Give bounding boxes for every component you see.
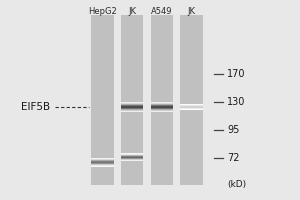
Bar (151, 102, 173, 103)
Text: 95: 95 (227, 125, 240, 135)
Bar (151, 104, 173, 105)
Bar (121, 109, 143, 110)
Bar (91, 15, 114, 185)
Bar (91, 158, 114, 159)
Bar (91, 166, 114, 167)
Bar (91, 165, 114, 166)
Bar (151, 103, 173, 104)
Bar (151, 107, 173, 108)
Bar (121, 15, 143, 185)
Text: JK: JK (188, 7, 196, 16)
Bar (121, 106, 143, 107)
Bar (151, 111, 173, 112)
Bar (91, 164, 114, 165)
Bar (151, 106, 173, 107)
Bar (151, 15, 173, 185)
Text: (kD): (kD) (227, 180, 246, 189)
Bar (91, 160, 114, 161)
Bar (121, 104, 143, 105)
Bar (121, 111, 143, 112)
Bar (151, 108, 173, 109)
Bar (181, 15, 203, 185)
Text: JK: JK (128, 7, 136, 16)
Bar (121, 108, 143, 109)
Bar (91, 159, 114, 160)
Bar (151, 109, 173, 110)
Text: 170: 170 (227, 69, 246, 79)
Text: A549: A549 (151, 7, 172, 16)
Text: 130: 130 (227, 97, 246, 107)
Bar (121, 105, 143, 106)
Bar (121, 107, 143, 108)
Bar (121, 103, 143, 104)
Bar (91, 161, 114, 162)
Text: HepG2: HepG2 (88, 7, 117, 16)
Text: EIF5B: EIF5B (21, 102, 50, 112)
Text: 72: 72 (227, 153, 240, 163)
Bar (151, 110, 173, 111)
Bar (91, 162, 114, 163)
Bar (121, 102, 143, 103)
Bar (121, 110, 143, 111)
Bar (151, 105, 173, 106)
Bar (91, 163, 114, 164)
